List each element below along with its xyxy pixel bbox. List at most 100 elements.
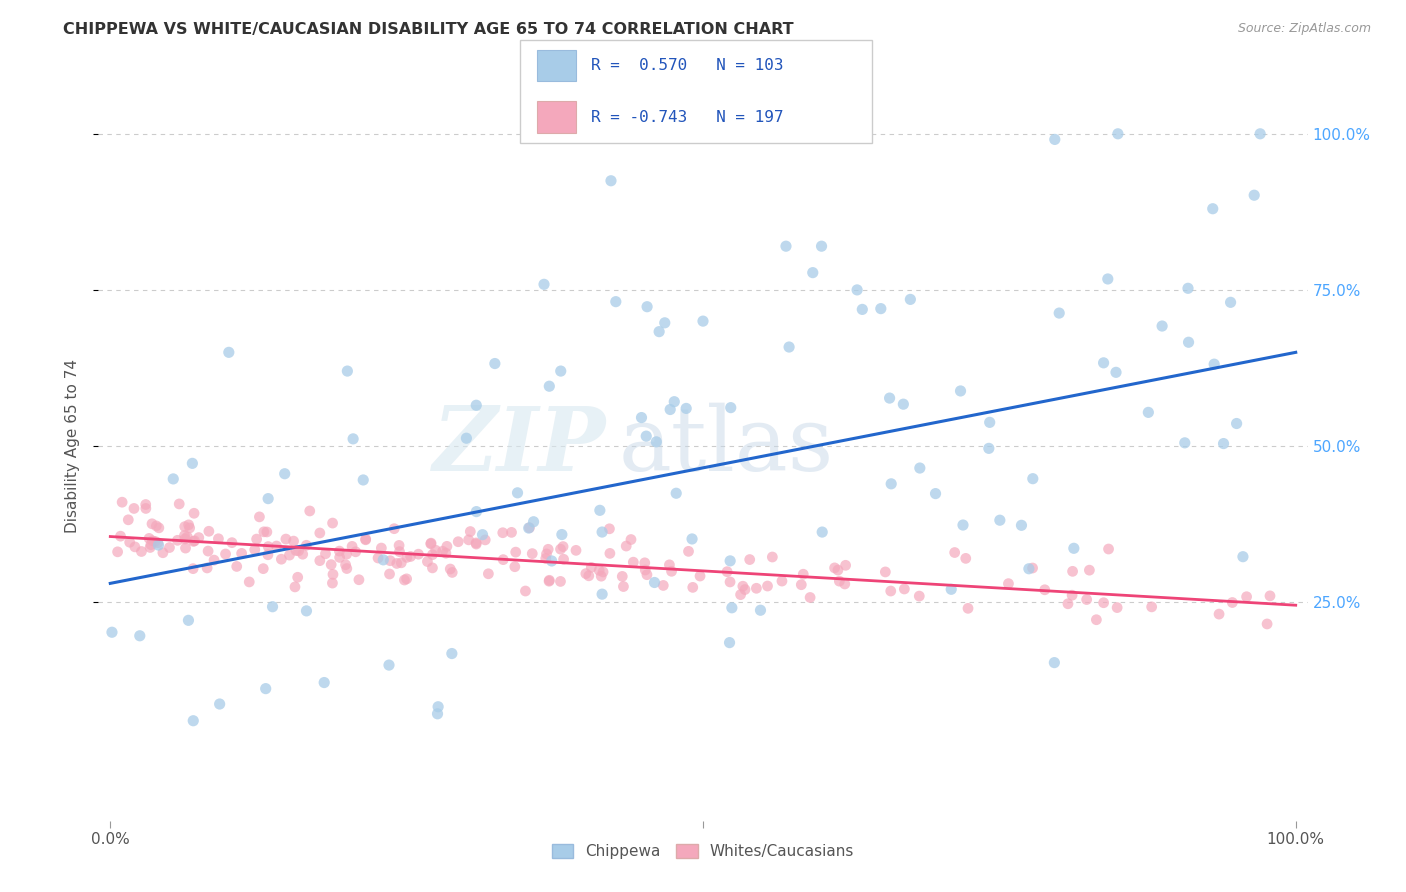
Point: [287, 544, 309, 558]
Point: [846, 283, 869, 297]
Point: [880, 476, 903, 491]
Point: [1220, 595, 1243, 609]
Point: [661, 564, 683, 578]
Point: [131, 544, 153, 558]
Point: [135, 501, 157, 516]
Point: [636, 300, 658, 314]
Point: [322, 516, 344, 530]
Point: [284, 580, 307, 594]
Point: [553, 552, 575, 566]
Point: [441, 566, 464, 580]
Point: [1092, 356, 1115, 370]
Point: [551, 527, 574, 541]
Point: [581, 560, 603, 574]
Point: [997, 576, 1019, 591]
Point: [474, 533, 496, 547]
Point: [181, 456, 204, 470]
Text: ZIP: ZIP: [433, 403, 606, 489]
Point: [225, 559, 247, 574]
Point: [284, 543, 307, 558]
Point: [682, 580, 704, 594]
Point: [308, 526, 330, 541]
Point: [174, 541, 197, 555]
Point: [187, 531, 209, 545]
Point: [745, 582, 768, 596]
Point: [262, 599, 284, 614]
Point: [1212, 436, 1234, 450]
Point: [321, 558, 343, 572]
Point: [388, 538, 411, 552]
Point: [1202, 202, 1225, 216]
Point: [256, 524, 278, 539]
Point: [111, 495, 134, 509]
Point: [198, 524, 221, 539]
Point: [834, 577, 856, 591]
Point: [505, 545, 527, 559]
Point: [893, 582, 915, 596]
Point: [1011, 518, 1033, 533]
Point: [718, 635, 741, 649]
Point: [373, 553, 395, 567]
Point: [941, 582, 963, 597]
Point: [1033, 582, 1056, 597]
Point: [834, 558, 856, 573]
Point: [537, 542, 560, 557]
Point: [720, 401, 742, 415]
Point: [122, 501, 145, 516]
Point: [426, 706, 449, 721]
Point: [575, 566, 598, 581]
Point: [257, 548, 280, 562]
Point: [943, 545, 966, 559]
Point: [128, 629, 150, 643]
Point: [1076, 592, 1098, 607]
Point: [675, 401, 697, 416]
Point: [295, 604, 318, 618]
Point: [181, 561, 204, 575]
Point: [1204, 357, 1226, 371]
Point: [1097, 541, 1119, 556]
Point: [436, 540, 458, 554]
Point: [492, 525, 515, 540]
Point: [620, 533, 643, 547]
Point: [141, 516, 163, 531]
Legend: Chippewa, Whites/Caucasians: Chippewa, Whites/Caucasians: [546, 838, 860, 865]
Point: [416, 555, 439, 569]
Point: [811, 524, 834, 539]
Point: [352, 473, 374, 487]
Point: [177, 517, 200, 532]
Point: [283, 534, 305, 549]
Point: [354, 532, 377, 546]
Point: [145, 519, 167, 533]
Point: [1107, 127, 1129, 141]
Point: [141, 533, 163, 548]
Point: [335, 547, 357, 561]
Point: [148, 521, 170, 535]
Point: [249, 509, 271, 524]
Point: [399, 549, 422, 564]
Point: [756, 579, 779, 593]
Point: [730, 588, 752, 602]
Point: [308, 554, 330, 568]
Point: [591, 587, 613, 601]
Point: [298, 504, 321, 518]
Point: [197, 544, 219, 558]
Point: [167, 497, 190, 511]
Point: [778, 340, 800, 354]
Point: [988, 513, 1011, 527]
Point: [378, 658, 401, 673]
Point: [738, 552, 761, 566]
Point: [419, 537, 441, 551]
Point: [538, 574, 561, 589]
Point: [354, 533, 377, 547]
Point: [648, 325, 671, 339]
Point: [181, 714, 204, 728]
Point: [270, 552, 292, 566]
Point: [389, 556, 412, 570]
Point: [266, 539, 288, 553]
Point: [152, 546, 174, 560]
Point: [173, 519, 195, 533]
Point: [195, 561, 218, 575]
Point: [506, 485, 529, 500]
Point: [456, 431, 478, 445]
Point: [287, 570, 309, 584]
